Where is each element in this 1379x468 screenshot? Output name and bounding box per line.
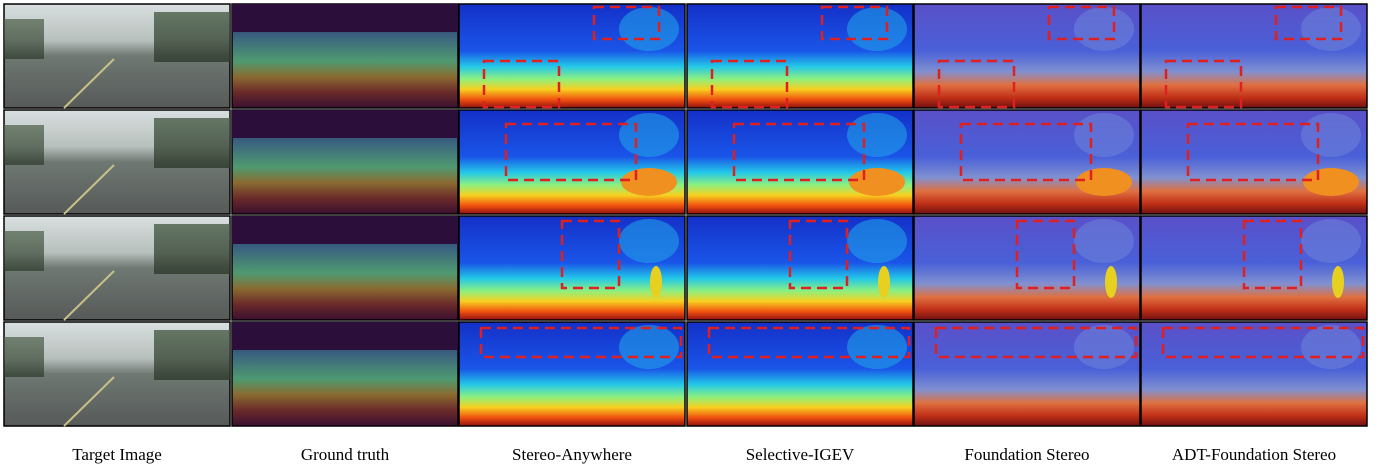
column-label: Ground truth <box>301 445 390 464</box>
foreground-object <box>619 7 679 51</box>
highlight-box <box>1164 59 1243 109</box>
person <box>650 266 662 298</box>
road-line <box>63 58 115 109</box>
highlight-box <box>710 59 789 109</box>
trees <box>4 231 44 271</box>
road-line <box>63 270 115 321</box>
sky <box>232 216 458 244</box>
highlight-box <box>820 5 889 41</box>
highlight-box <box>1161 326 1365 359</box>
highlight-box <box>479 326 683 359</box>
highlight-box <box>1186 122 1320 182</box>
person <box>1332 266 1344 298</box>
car <box>1303 168 1359 196</box>
column-label: Stereo-Anywhere <box>512 445 632 464</box>
highlight-box <box>560 219 621 290</box>
car <box>621 168 677 196</box>
highlight-box <box>592 5 661 41</box>
trees <box>154 12 230 62</box>
column-label: Target Image <box>72 445 162 464</box>
trees <box>4 337 44 377</box>
foreground-object <box>847 325 907 369</box>
foreground-object <box>619 219 679 263</box>
highlight-box <box>1015 219 1076 290</box>
car <box>849 168 905 196</box>
image-cell <box>1140 321 1368 427</box>
foreground-object <box>1301 325 1361 369</box>
highlight-box <box>1274 5 1343 41</box>
highlight-box <box>1047 5 1116 41</box>
trees <box>154 330 230 380</box>
foreground-object <box>847 7 907 51</box>
column-label: ADT-Foundation Stereo <box>1172 445 1336 464</box>
foreground-object <box>619 325 679 369</box>
trees <box>154 118 230 168</box>
highlight-box <box>788 219 849 290</box>
person <box>1105 266 1117 298</box>
column-label: Foundation Stereo <box>964 445 1089 464</box>
foreground-object <box>1301 113 1361 157</box>
trees <box>4 19 44 59</box>
highlight-box <box>1242 219 1303 290</box>
foreground-object <box>1301 219 1361 263</box>
foreground-object <box>1301 7 1361 51</box>
foreground-object <box>847 113 907 157</box>
foreground-object <box>1074 219 1134 263</box>
highlight-box <box>959 122 1093 182</box>
foreground-object <box>847 219 907 263</box>
foreground-object <box>1074 325 1134 369</box>
trees <box>154 224 230 274</box>
car <box>1076 168 1132 196</box>
sky <box>232 322 458 350</box>
trees <box>4 125 44 165</box>
highlight-box <box>937 59 1016 109</box>
column-label: Selective-IGEV <box>746 445 855 464</box>
foreground-object <box>619 113 679 157</box>
foreground-object <box>1074 113 1134 157</box>
sky <box>232 110 458 138</box>
person <box>878 266 890 298</box>
highlight-box <box>934 326 1138 359</box>
highlight-box <box>482 59 561 109</box>
road-line <box>63 376 115 427</box>
highlight-box <box>707 326 911 359</box>
highlight-box <box>732 122 866 182</box>
sky <box>232 4 458 32</box>
road-line <box>63 164 115 215</box>
highlight-box <box>504 122 638 182</box>
foreground-object <box>1074 7 1134 51</box>
